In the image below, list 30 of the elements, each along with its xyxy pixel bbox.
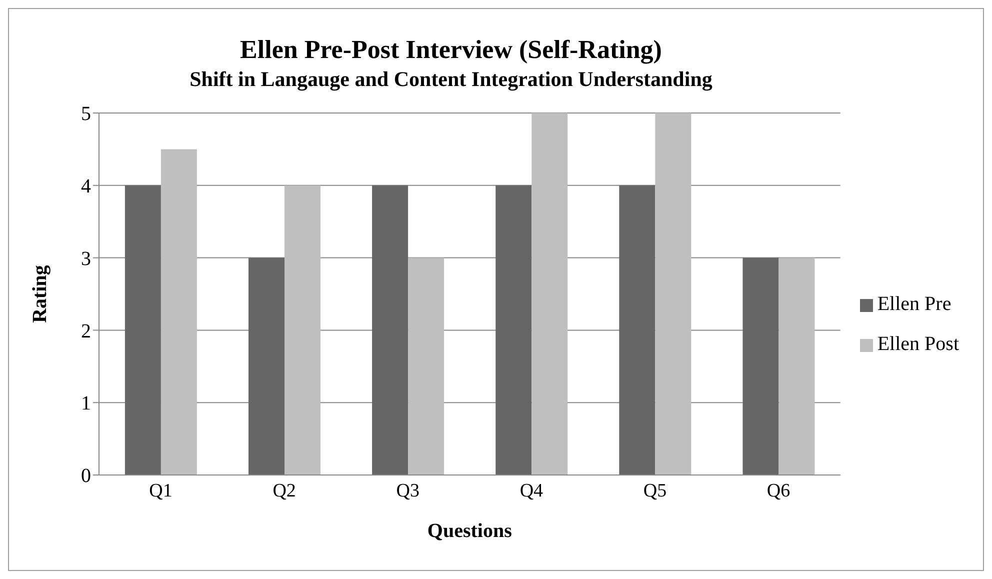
bar [160, 149, 197, 475]
y-tick-label: 3 [81, 248, 91, 270]
y-axis-title: Rating [29, 265, 52, 323]
x-axis-title: Questions [427, 520, 512, 542]
bar [619, 185, 656, 475]
bar [655, 113, 692, 475]
bar [124, 185, 161, 475]
bar [284, 185, 320, 475]
x-tick-label: Q6 [766, 480, 790, 502]
x-tick-label: Q5 [643, 480, 667, 502]
legend-label: Ellen Post [877, 333, 959, 355]
bar [742, 258, 779, 475]
chart-subtitle: Shift in Langauge and Content Integration Understanding [188, 66, 714, 93]
bar [248, 258, 284, 475]
legend-label: Ellen Pre [877, 293, 952, 315]
x-tick-label: Q3 [396, 480, 420, 502]
chart-title: Ellen Pre-Post Interview (Self-Rating) [239, 35, 663, 65]
bar [778, 258, 815, 475]
x-tick-label: Q1 [149, 480, 172, 502]
bar [408, 258, 444, 475]
bar [496, 185, 532, 475]
bar [372, 185, 408, 475]
bar [532, 113, 568, 475]
x-tick-label: Q4 [520, 480, 544, 502]
y-tick-label: 1 [81, 392, 91, 415]
y-tick-label: 5 [81, 103, 91, 126]
x-tick-label: Q2 [272, 480, 296, 502]
y-tick-label: 4 [81, 176, 91, 198]
y-tick-label: 2 [81, 320, 91, 342]
y-tick-label: 0 [81, 465, 91, 488]
